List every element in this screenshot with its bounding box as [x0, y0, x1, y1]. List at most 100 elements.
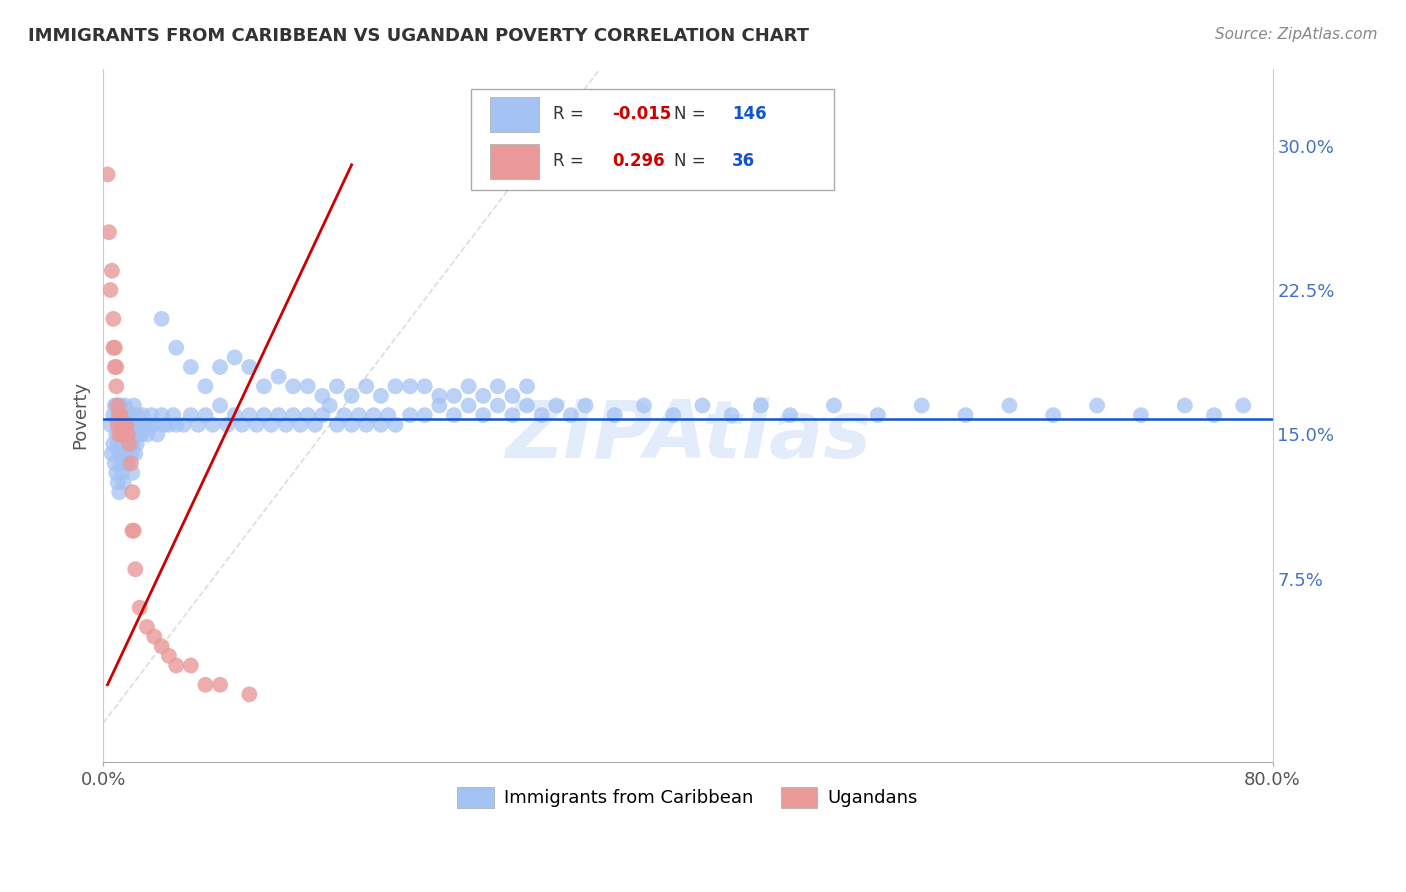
- Ugandans: [96, 168, 118, 182]
- Immigrants from Caribbean: [749, 399, 772, 413]
- Immigrants from Caribbean: [238, 408, 260, 422]
- Immigrants from Caribbean: [443, 408, 465, 422]
- Immigrants from Caribbean: [125, 408, 148, 422]
- Immigrants from Caribbean: [162, 408, 184, 422]
- Immigrants from Caribbean: [114, 427, 136, 442]
- Immigrants from Caribbean: [107, 408, 129, 422]
- Ugandans: [101, 263, 124, 277]
- Immigrants from Caribbean: [129, 427, 152, 442]
- Immigrants from Caribbean: [120, 417, 142, 432]
- Immigrants from Caribbean: [283, 379, 305, 393]
- Immigrants from Caribbean: [399, 408, 422, 422]
- Text: N =: N =: [673, 152, 710, 169]
- Immigrants from Caribbean: [297, 379, 319, 393]
- Immigrants from Caribbean: [115, 447, 138, 461]
- Immigrants from Caribbean: [354, 417, 377, 432]
- Immigrants from Caribbean: [150, 408, 173, 422]
- Text: IMMIGRANTS FROM CARIBBEAN VS UGANDAN POVERTY CORRELATION CHART: IMMIGRANTS FROM CARIBBEAN VS UGANDAN POV…: [28, 27, 808, 45]
- Immigrants from Caribbean: [633, 399, 655, 413]
- Immigrants from Caribbean: [165, 417, 187, 432]
- Immigrants from Caribbean: [209, 399, 232, 413]
- Ugandans: [157, 648, 180, 663]
- Immigrants from Caribbean: [603, 408, 626, 422]
- Immigrants from Caribbean: [114, 399, 136, 413]
- Immigrants from Caribbean: [246, 417, 269, 432]
- Immigrants from Caribbean: [217, 417, 239, 432]
- Immigrants from Caribbean: [121, 437, 143, 451]
- Immigrants from Caribbean: [104, 399, 127, 413]
- Immigrants from Caribbean: [120, 447, 142, 461]
- Immigrants from Caribbean: [111, 466, 134, 480]
- Ugandans: [194, 678, 217, 692]
- Immigrants from Caribbean: [108, 417, 131, 432]
- Immigrants from Caribbean: [117, 456, 139, 470]
- Ugandans: [104, 341, 127, 355]
- Immigrants from Caribbean: [1232, 399, 1254, 413]
- Immigrants from Caribbean: [110, 399, 132, 413]
- Immigrants from Caribbean: [1202, 408, 1225, 422]
- Ugandans: [118, 437, 141, 451]
- Immigrants from Caribbean: [157, 417, 180, 432]
- Ugandans: [115, 417, 138, 432]
- Legend: Immigrants from Caribbean, Ugandans: Immigrants from Caribbean, Ugandans: [450, 780, 925, 815]
- Immigrants from Caribbean: [574, 399, 596, 413]
- Immigrants from Caribbean: [122, 399, 145, 413]
- Text: -0.015: -0.015: [612, 105, 671, 123]
- Ugandans: [105, 379, 128, 393]
- Immigrants from Caribbean: [413, 408, 436, 422]
- Ugandans: [238, 687, 260, 701]
- Text: Source: ZipAtlas.com: Source: ZipAtlas.com: [1215, 27, 1378, 42]
- Ugandans: [114, 417, 136, 432]
- Immigrants from Caribbean: [187, 417, 209, 432]
- Immigrants from Caribbean: [1129, 408, 1152, 422]
- Immigrants from Caribbean: [107, 437, 129, 451]
- Immigrants from Caribbean: [110, 456, 132, 470]
- Immigrants from Caribbean: [124, 447, 146, 461]
- Immigrants from Caribbean: [326, 379, 349, 393]
- Immigrants from Caribbean: [105, 399, 128, 413]
- Ugandans: [180, 658, 202, 673]
- Immigrants from Caribbean: [112, 475, 135, 490]
- Immigrants from Caribbean: [122, 427, 145, 442]
- Immigrants from Caribbean: [173, 417, 195, 432]
- Immigrants from Caribbean: [127, 427, 149, 442]
- Ugandans: [110, 408, 132, 422]
- Immigrants from Caribbean: [201, 417, 224, 432]
- Immigrants from Caribbean: [141, 408, 163, 422]
- Ugandans: [121, 524, 143, 538]
- Immigrants from Caribbean: [128, 417, 150, 432]
- Immigrants from Caribbean: [118, 408, 141, 422]
- Immigrants from Caribbean: [501, 389, 523, 403]
- Immigrants from Caribbean: [103, 437, 125, 451]
- Immigrants from Caribbean: [384, 417, 406, 432]
- Text: N =: N =: [673, 105, 710, 123]
- Text: 146: 146: [733, 105, 766, 123]
- Immigrants from Caribbean: [457, 399, 479, 413]
- Immigrants from Caribbean: [180, 359, 202, 374]
- Immigrants from Caribbean: [114, 456, 136, 470]
- Immigrants from Caribbean: [104, 456, 127, 470]
- Ugandans: [108, 408, 131, 422]
- Immigrants from Caribbean: [1174, 399, 1197, 413]
- Ugandans: [165, 658, 187, 673]
- Immigrants from Caribbean: [720, 408, 742, 422]
- Immigrants from Caribbean: [253, 379, 276, 393]
- Immigrants from Caribbean: [112, 447, 135, 461]
- Immigrants from Caribbean: [427, 399, 450, 413]
- Immigrants from Caribbean: [253, 408, 276, 422]
- Immigrants from Caribbean: [1042, 408, 1064, 422]
- Ugandans: [111, 427, 134, 442]
- Ugandans: [112, 417, 135, 432]
- Immigrants from Caribbean: [370, 417, 392, 432]
- Immigrants from Caribbean: [823, 399, 845, 413]
- Text: 36: 36: [733, 152, 755, 169]
- Immigrants from Caribbean: [297, 408, 319, 422]
- Immigrants from Caribbean: [194, 408, 217, 422]
- Immigrants from Caribbean: [274, 417, 297, 432]
- Immigrants from Caribbean: [377, 408, 399, 422]
- Immigrants from Caribbean: [304, 417, 326, 432]
- Immigrants from Caribbean: [267, 408, 290, 422]
- Immigrants from Caribbean: [112, 417, 135, 432]
- Immigrants from Caribbean: [115, 417, 138, 432]
- Immigrants from Caribbean: [180, 408, 202, 422]
